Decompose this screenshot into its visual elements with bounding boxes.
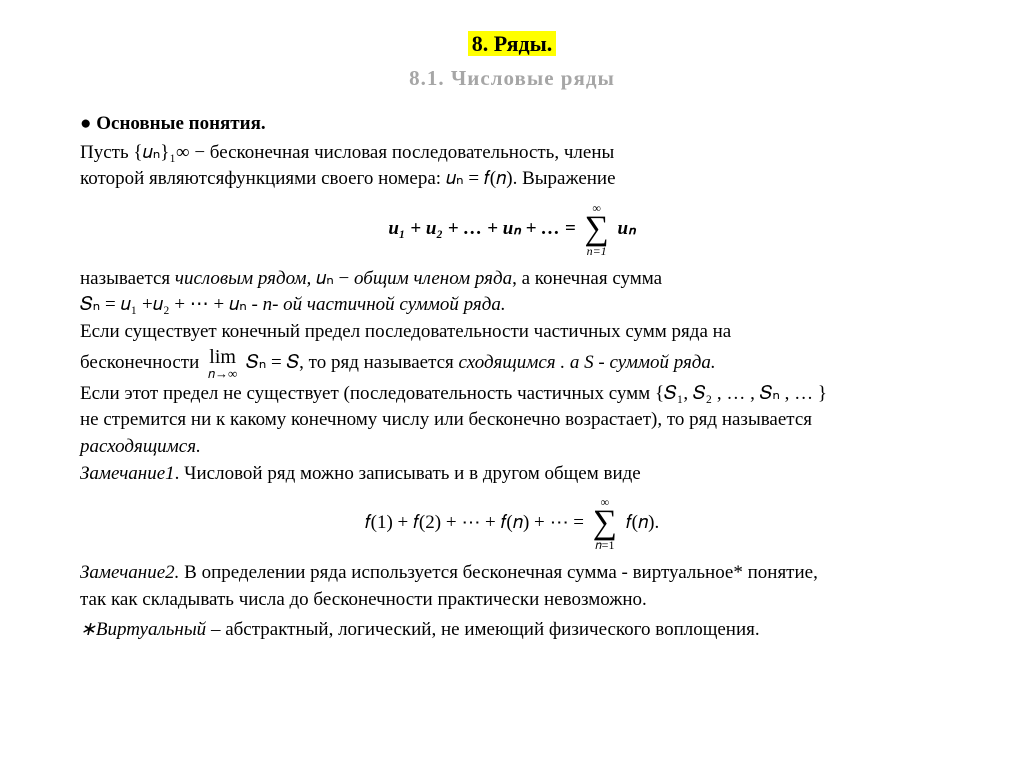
text: В определении ряда используется бесконеч…	[179, 562, 817, 583]
remark-1: Замечание1. Числовой ряд можно записыват…	[80, 462, 944, 487]
document-page: 8. Ряды. 8.1. Числовые ряды ● Основные п…	[0, 0, 1024, 675]
text: Выражение	[517, 168, 615, 189]
term-partial-sum: n- ой частичной суммой ряда.	[263, 294, 506, 315]
term-numeric-series: числовым рядом,	[175, 268, 316, 289]
remark-label: Замечание2.	[80, 562, 179, 583]
text: – абстрактный, логический, не имеющий фи…	[206, 619, 759, 640]
footnote-term: ∗Виртуальный	[80, 619, 206, 640]
math-inline: 𝑢ₙ −	[316, 268, 349, 289]
math-inline: 𝑆ₙ = 𝑆,	[246, 351, 304, 372]
sigma-icon: ∑	[585, 214, 609, 245]
limit-expression: lim 𝑛→∞	[208, 347, 237, 380]
text: называется	[80, 268, 175, 289]
text: Если этот предел не существует (последов…	[80, 383, 655, 404]
text: которой являютсяфункциями своего номера:	[80, 168, 446, 189]
formula-f-sum: 𝑓(1) + 𝑓(2) + ⋯ + 𝑓(𝑛) + ⋯ = ∞ ∑ 𝑛=1 𝑓(𝑛…	[80, 496, 944, 551]
paragraph-6: бесконечности lim 𝑛→∞ 𝑆ₙ = 𝑆, то ряд наз…	[80, 347, 944, 380]
term-convergent: сходящимся . а S - суммой ряда.	[459, 351, 716, 372]
lim-sub: 𝑛→∞	[208, 367, 237, 380]
paragraph-7: Если этот предел не существует (последов…	[80, 382, 944, 407]
footnote-virtual: ∗Виртуальный – абстрактный, логический, …	[80, 618, 944, 643]
paragraph-2: которой являютсяфункциями своего номера:…	[80, 167, 944, 192]
title-highlight: 8. Ряды.	[468, 31, 557, 56]
formula-right: uₙ	[618, 217, 636, 242]
text: то ряд называется	[309, 351, 459, 372]
text: . Числовой ряд можно записывать и в друг…	[175, 463, 641, 484]
paragraph-3: называется числовым рядом, 𝑢ₙ − общим чл…	[80, 267, 944, 292]
formula-left: 𝑓(1) + 𝑓(2) + ⋯ + 𝑓(𝑛) + ⋯ =	[365, 511, 584, 536]
sum-lower: n=1	[585, 245, 609, 257]
text: бесконечности	[80, 351, 204, 372]
math-inline: 𝑢ₙ = 𝑓(𝑛).	[446, 168, 518, 189]
remark-label: Замечание1	[80, 463, 175, 484]
text: − бесконечная числовая последовательност…	[190, 142, 615, 163]
formula-right: 𝑓(𝑛).	[626, 511, 660, 536]
paragraph-12: так как складывать числа до бесконечност…	[80, 588, 944, 613]
paragraph-8: не стремится ни к какому конечному числу…	[80, 408, 944, 433]
chapter-title: 8. Ряды.	[80, 30, 944, 59]
sigma-symbol: ∞ ∑ 𝑛=1	[593, 496, 617, 551]
paragraph-5: Если существует конечный предел последов…	[80, 320, 944, 345]
section-subtitle: 8.1. Числовые ряды	[80, 65, 944, 92]
term-divergent: расходящимся.	[80, 435, 944, 460]
sigma-symbol: ∞ ∑ n=1	[585, 202, 609, 257]
formula-left: u₁ + u₂ + … + uₙ + … =	[388, 217, 575, 242]
sum-lower: 𝑛=1	[593, 539, 617, 551]
remark-2: Замечание2. В определении ряда используе…	[80, 561, 944, 586]
paragraph-4: 𝑆ₙ = 𝑢₁ +𝑢₂ + ⋯ + 𝑢ₙ - n- ой частичной с…	[80, 293, 944, 318]
lim-label: lim	[208, 347, 237, 367]
text: , а конечная сумма	[512, 268, 662, 289]
term-general-term: общим членом ряда	[349, 268, 512, 289]
formula-series-sum: u₁ + u₂ + … + uₙ + … = ∞ ∑ n=1 uₙ	[80, 202, 944, 257]
math-set: {𝑆₁, 𝑆₂ , … , 𝑆ₙ , … }	[655, 383, 827, 404]
math-partial-sum: 𝑆ₙ = 𝑢₁ +𝑢₂ + ⋯ + 𝑢ₙ -	[80, 294, 263, 315]
math-sequence: {𝑢ₙ}₁∞	[133, 142, 189, 163]
paragraph-1: Пусть {𝑢ₙ}₁∞ − бесконечная числовая посл…	[80, 141, 944, 166]
text: Пусть	[80, 142, 133, 163]
subsection-head: ● Основные понятия.	[80, 112, 944, 137]
sigma-icon: ∑	[593, 508, 617, 539]
